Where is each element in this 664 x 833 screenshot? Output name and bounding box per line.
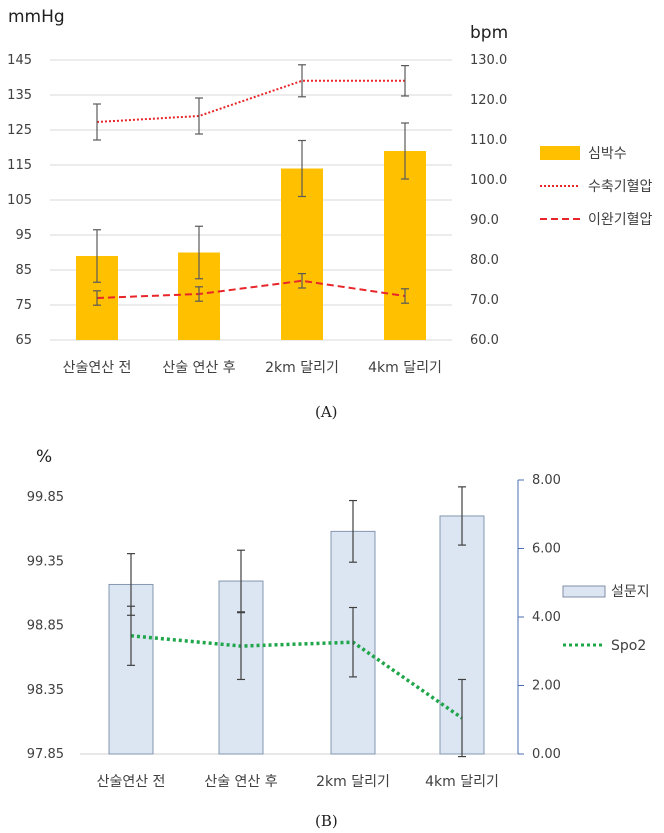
legend-label-diastolic: 이완기혈압 [588,212,653,228]
chart-a-left-tick-label: 115 [7,158,32,173]
legend-label-systolic: 수축기혈압 [588,179,653,195]
chart-b-lines [130,634,463,720]
chart-b-caption: (B) [315,812,338,830]
chart-a-lines [96,79,406,299]
chart-b-right-ticks: 8.00 6.00 4.00 2.00 0.00 [518,473,561,762]
chart-a-left-tick-label: 105 [7,193,32,208]
chart-a-right-tick-label: 70.0 [470,293,499,308]
chart-a-left-tick-label: 125 [7,123,32,138]
chart-a-category-label: 4km 달리기 [368,360,442,376]
chart-b-left-unit: % [36,447,52,467]
chart-a-left-tick-label: 135 [7,88,32,103]
chart-b-category-label: 산술연산 전 [97,774,166,790]
chart-a-right-unit: bpm [470,23,508,43]
chart-a-left-tick-label: 75 [15,298,32,313]
chart-a-category-label: 산술 연산 후 [162,360,235,376]
chart-b-left-ticks: 99.85 99.35 98.85 98.35 97.85 [27,490,64,762]
chart-b-left-tick-label: 98.85 [27,619,64,634]
chart-a-right-tick-label: 130.0 [470,53,507,68]
chart-b-left-tick-label: 99.85 [27,490,64,505]
chart-a-legend: 심박수 수축기혈압 이완기혈압 [540,146,653,228]
chart-a-error-bars [93,64,409,306]
chart-a-line-diastolic [96,279,406,299]
chart-b-right-tick-label: 0.00 [532,747,561,762]
chart-b-right-tick-label: 2.00 [532,679,561,694]
chart-a-left-tick-label: 145 [7,53,32,68]
legend-swatch-questionnaire [562,585,606,598]
chart-a-right-tick-label: 120.0 [470,93,507,108]
legend-label-heart-rate: 심박수 [588,146,627,162]
chart-b-category-label: 2km 달리기 [316,774,390,790]
chart-b-line-spo2 [130,634,463,720]
chart-b-bar-questionnaire [330,530,376,755]
chart-a-right-tick-label: 80.0 [470,253,499,268]
chart-a-right-tick-label: 110.0 [470,133,507,148]
chart-a-left-tick-label: 95 [15,228,32,243]
chart-b-category-label: 산술 연산 후 [204,774,277,790]
chart-b: 99.85 99.35 98.85 98.35 97.85 8.00 6.00 4.00 2.… [27,447,650,830]
chart-a-bars [76,151,426,340]
chart-b-category-label: 4km 달리기 [425,774,499,790]
chart-b-right-tick-label: 8.00 [532,473,561,488]
chart-b-left-tick-label: 98.35 [27,683,64,698]
chart-a-caption: (A) [315,403,338,421]
chart-a-category-labels: 산술연산 전 산술 연산 후 2km 달리기 4km 달리기 [63,360,442,376]
chart-a-right-tick-label: 100.0 [470,173,507,188]
legend-label-spo2: Spo2 [611,638,646,654]
chart-b-error-bars [127,486,466,758]
chart-b-bars [108,515,485,755]
chart-b-right-tick-label: 6.00 [532,542,561,557]
chart-a-left-tick-label: 85 [15,263,32,278]
legend-swatch-heart-rate [540,146,580,160]
legend-label-questionnaire: 설문지 [611,584,650,600]
chart-b-left-tick-label: 99.35 [27,554,64,569]
chart-b-category-labels: 산술연산 전 산술 연산 후 2km 달리기 4km 달리기 [97,774,499,790]
chart-a-left-tick-label: 65 [15,333,32,348]
chart-b-legend: 설문지 Spo2 [562,584,650,654]
chart-a-left-unit: mmHg [8,7,65,27]
chart-a-left-ticks: 145 135 125 115 105 95 85 75 65 [7,53,32,348]
chart-b-left-tick-label: 97.85 [27,747,64,762]
chart-a-right-ticks: 130.0 120.0 110.0 100.0 90.0 80.0 70.0 60.0 [470,53,507,348]
chart-a-line-systolic [96,79,405,123]
chart-a-category-label: 산술연산 전 [63,360,132,376]
chart-a-bar-heart-rate [384,151,426,340]
chart-a-right-tick-label: 90.0 [470,213,499,228]
chart-b-right-tick-label: 4.00 [532,610,561,625]
chart-a-category-label: 2km 달리기 [265,360,339,376]
chart-a-right-tick-label: 60.0 [470,333,499,348]
